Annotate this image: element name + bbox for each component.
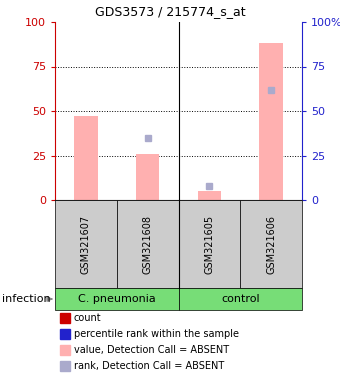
Text: count: count: [74, 313, 102, 323]
Text: control: control: [221, 294, 259, 304]
Text: GSM321608: GSM321608: [142, 215, 153, 273]
Bar: [198, 191, 221, 200]
Text: GSM321606: GSM321606: [266, 215, 276, 273]
Text: GDS3573 / 215774_s_at: GDS3573 / 215774_s_at: [95, 5, 245, 18]
Bar: [259, 43, 283, 200]
Text: infection: infection: [2, 294, 51, 304]
Text: value, Detection Call = ABSENT: value, Detection Call = ABSENT: [74, 345, 229, 355]
Bar: [136, 154, 159, 200]
Text: rank, Detection Call = ABSENT: rank, Detection Call = ABSENT: [74, 361, 224, 371]
Text: percentile rank within the sample: percentile rank within the sample: [74, 329, 239, 339]
Text: GSM321607: GSM321607: [81, 214, 91, 273]
Text: C. pneumonia: C. pneumonia: [78, 294, 156, 304]
Text: GSM321605: GSM321605: [204, 214, 215, 273]
Bar: [74, 116, 98, 200]
